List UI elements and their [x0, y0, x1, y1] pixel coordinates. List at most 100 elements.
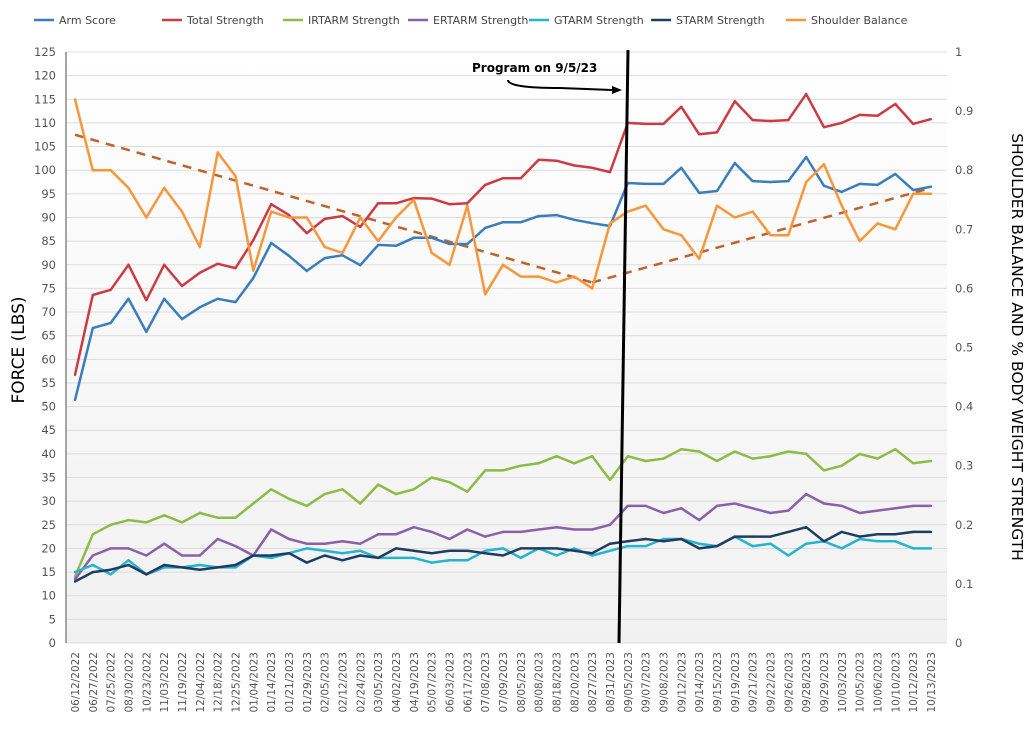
legend: Arm Score Total Strength IRTARM Strength ER…	[34, 14, 908, 27]
data-point-shoulder-balance	[626, 210, 630, 213]
data-point-ertarm-strength	[483, 535, 487, 538]
data-point-total-strength	[715, 131, 719, 134]
data-point-irtarm-strength	[680, 447, 683, 451]
data-point-gtarm-strength	[127, 559, 130, 562]
x-tick-label: 10/03/2023	[837, 652, 849, 713]
x-tick-label: 09/28/2023	[801, 652, 813, 713]
data-point-total-strength	[180, 284, 184, 288]
data-point-gtarm-strength	[929, 547, 933, 550]
data-point-arm-score	[555, 213, 558, 217]
trendline-0	[74, 133, 593, 284]
data-point-shoulder-balance	[323, 245, 326, 249]
data-point-shoulder-balance	[466, 204, 469, 207]
data-point-ertarm-strength	[519, 530, 523, 534]
data-point-starm-strength	[787, 530, 790, 534]
data-point-irtarm-strength	[626, 455, 630, 458]
data-point-arm-score	[376, 243, 380, 247]
data-point-shoulder-balance	[911, 192, 915, 196]
data-point-irtarm-strength	[590, 455, 594, 458]
x-tick-label: 09/15/2023	[712, 652, 724, 713]
data-point-ertarm-strength	[840, 504, 844, 508]
data-point-starm-strength	[430, 551, 433, 555]
data-point-shoulder-balance	[234, 174, 237, 178]
x-tick-label: 06/27/2022	[88, 652, 100, 713]
data-point-arm-score	[394, 244, 398, 248]
data-point-irtarm-strength	[145, 521, 148, 524]
annotation-text: Program on 9/5/23	[472, 61, 597, 75]
data-point-starm-strength	[376, 556, 380, 560]
data-point-starm-strength	[394, 547, 398, 550]
x-tick-label: 11/19/2022	[177, 652, 189, 713]
data-point-ertarm-strength	[573, 528, 576, 531]
data-point-ertarm-strength	[590, 528, 594, 531]
y-tick-label: 40	[41, 447, 56, 461]
data-point-starm-strength	[198, 568, 202, 571]
data-point-arm-score	[537, 214, 540, 218]
data-point-total-strength	[145, 299, 148, 302]
data-point-irtarm-strength	[359, 502, 362, 505]
data-point-shoulder-balance	[662, 228, 665, 231]
data-point-shoulder-balance	[162, 186, 166, 190]
data-point-irtarm-strength	[769, 455, 772, 458]
data-point-shoulder-balance	[91, 169, 95, 172]
annotation-arrow	[507, 79, 613, 91]
data-point-starm-strength	[697, 547, 701, 550]
data-point-ertarm-strength	[216, 537, 219, 541]
x-tick-label: 09/08/2023	[659, 652, 671, 713]
x-tick-label: 07/09/2023	[498, 652, 510, 713]
data-point-total-strength	[341, 214, 344, 218]
data-point-total-strength	[519, 177, 523, 180]
data-point-total-strength	[590, 166, 594, 170]
data-point-shoulder-balance	[341, 251, 344, 255]
data-point-gtarm-strength	[73, 570, 77, 574]
y-tick-label: 45	[41, 423, 56, 437]
data-point-gtarm-strength	[644, 544, 647, 548]
x-tick-label: 02/24/2023	[355, 652, 367, 713]
data-point-starm-strength	[323, 554, 326, 557]
data-point-irtarm-strength	[519, 464, 523, 467]
data-point-total-strength	[894, 102, 897, 106]
data-point-ertarm-strength	[394, 533, 398, 536]
x-tick-label: 08/18/2023	[552, 652, 564, 713]
data-point-arm-score	[91, 326, 95, 330]
data-point-ertarm-strength	[822, 502, 826, 505]
data-point-ertarm-strength	[697, 518, 701, 522]
data-point-total-strength	[162, 263, 166, 266]
data-point-starm-strength	[626, 540, 630, 543]
data-point-arm-score	[145, 330, 148, 334]
data-point-ertarm-strength	[555, 525, 558, 529]
data-point-arm-score	[501, 221, 505, 224]
data-point-total-strength	[876, 114, 879, 118]
trendline-1	[591, 186, 932, 284]
data-point-shoulder-balance	[858, 239, 861, 243]
data-point-ertarm-strength	[341, 540, 344, 543]
y2-axis-title: SHOULDER BALANCE AND % BODY WEIGHT STREN…	[1008, 133, 1024, 561]
y-tick-label: 125	[34, 45, 56, 59]
data-point-arm-score	[448, 242, 451, 246]
data-point-gtarm-strength	[787, 554, 790, 557]
data-point-arm-score	[162, 297, 166, 301]
y-tick-label: 30	[41, 494, 56, 508]
data-point-gtarm-strength	[323, 549, 326, 553]
data-point-ertarm-strength	[109, 547, 112, 550]
y-tick-label: 95	[41, 187, 56, 201]
data-point-ertarm-strength	[537, 528, 540, 531]
data-point-gtarm-strength	[804, 542, 808, 545]
x-tick-label: 12/04/2022	[195, 652, 207, 713]
data-point-ertarm-strength	[608, 523, 612, 526]
data-point-irtarm-strength	[483, 469, 487, 472]
y-tick-label: 85	[41, 234, 56, 248]
data-point-total-strength	[929, 117, 933, 121]
y-tick-label: 20	[41, 541, 56, 555]
data-point-shoulder-balance	[483, 293, 487, 296]
data-point-gtarm-strength	[234, 566, 237, 569]
data-point-irtarm-strength	[911, 462, 915, 465]
data-point-irtarm-strength	[608, 478, 612, 482]
x-tick-label: 05/07/2023	[427, 652, 439, 713]
y-tick-label: 50	[41, 400, 56, 414]
data-point-gtarm-strength	[662, 537, 665, 541]
data-point-total-strength	[608, 170, 612, 174]
data-point-starm-strength	[252, 554, 255, 557]
data-point-starm-strength	[359, 554, 362, 557]
x-tick-label: 09/12/2023	[676, 652, 688, 713]
